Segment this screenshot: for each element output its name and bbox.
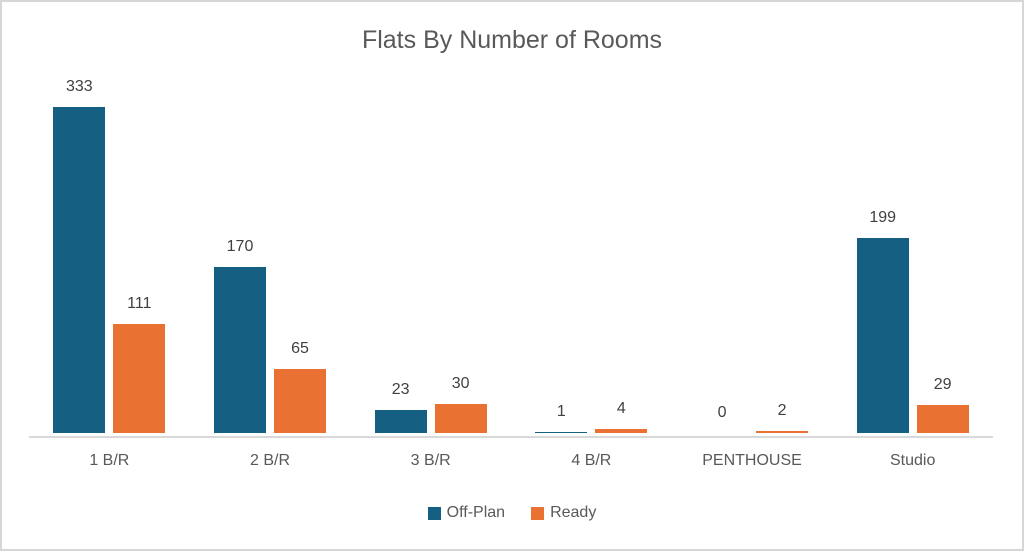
bar-off-plan — [53, 107, 106, 433]
data-label: 29 — [933, 376, 952, 393]
data-label: 2 — [777, 402, 787, 419]
bar-unit-off-plan-studio: 199 — [856, 208, 909, 433]
bar-unit-ready-2-b-r: 65 — [274, 339, 326, 433]
data-label: 199 — [869, 209, 897, 226]
data-label: 23 — [391, 381, 410, 398]
legend-label: Ready — [550, 504, 597, 521]
legend-swatch-ready — [531, 506, 545, 520]
data-label: 0 — [717, 404, 727, 421]
bar-unit-ready-studio: 29 — [916, 375, 969, 433]
chart-title: Flats By Number of Rooms — [361, 26, 663, 54]
bar-off-plan — [214, 267, 266, 433]
legend-item-ready: Ready — [531, 504, 596, 522]
legend: Off-Plan Ready — [2, 504, 1022, 522]
bar-unit-ready-1-b-r: 111 — [113, 294, 166, 433]
bar-off-plan — [856, 238, 909, 433]
bar-unit-off-plan-2-b-r: 170 — [214, 237, 266, 433]
bar-unit-off-plan-1-b-r: 333 — [53, 77, 106, 433]
legend-item-off-plan: Off-Plan — [427, 504, 506, 522]
bar-group-1-b-r: 333 111 — [29, 33, 190, 433]
x-axis-label-penthouse: PENTHOUSE — [702, 452, 802, 469]
x-axis-label-1-b-r: 1 B/R — [89, 452, 130, 469]
data-label: 65 — [291, 340, 309, 357]
bar-ready — [756, 431, 809, 433]
plot-area: 333 111 170 65 23 30 1 4 0 2 199 29 — [29, 33, 993, 433]
bar-ready — [274, 369, 326, 433]
bar-unit-ready-4-b-r: 4 — [595, 399, 648, 433]
data-label: 1 — [556, 403, 566, 420]
x-axis-label-4-b-r: 4 B/R — [571, 452, 612, 469]
bar-group-2-b-r: 170 65 — [190, 33, 351, 433]
bar-off-plan — [535, 432, 588, 433]
x-axis-label-3-b-r: 3 B/R — [410, 452, 451, 469]
bar-ready — [113, 324, 166, 433]
data-label: 111 — [127, 295, 152, 312]
bar-ready — [595, 429, 648, 433]
legend-label: Off-Plan — [446, 504, 506, 521]
bar-group-3-b-r: 23 30 — [350, 33, 511, 433]
data-label: 333 — [65, 78, 93, 95]
bar-unit-ready-3-b-r: 30 — [434, 374, 487, 433]
bar-unit-off-plan-4-b-r: 1 — [535, 402, 588, 433]
data-label: 170 — [226, 238, 254, 255]
bar-ready — [434, 404, 487, 433]
x-axis-line — [29, 436, 993, 438]
x-axis-label-2-b-r: 2 B/R — [250, 452, 291, 469]
bar-off-plan — [374, 410, 427, 433]
bar-ready — [916, 405, 969, 433]
x-axis-labels: 1 B/R 2 B/R 3 B/R 4 B/R PENTHOUSE Studio — [29, 452, 993, 470]
bar-group-studio: 199 29 — [832, 33, 993, 433]
bar-unit-ready-penthouse: 2 — [756, 401, 809, 433]
legend-swatch-off-plan — [427, 506, 441, 520]
x-axis-label-studio: Studio — [890, 452, 936, 469]
bar-unit-off-plan-3-b-r: 23 — [374, 380, 427, 433]
data-label: 30 — [451, 375, 470, 392]
bar-unit-off-plan-penthouse: 0 — [696, 403, 748, 433]
data-label: 4 — [616, 400, 626, 417]
